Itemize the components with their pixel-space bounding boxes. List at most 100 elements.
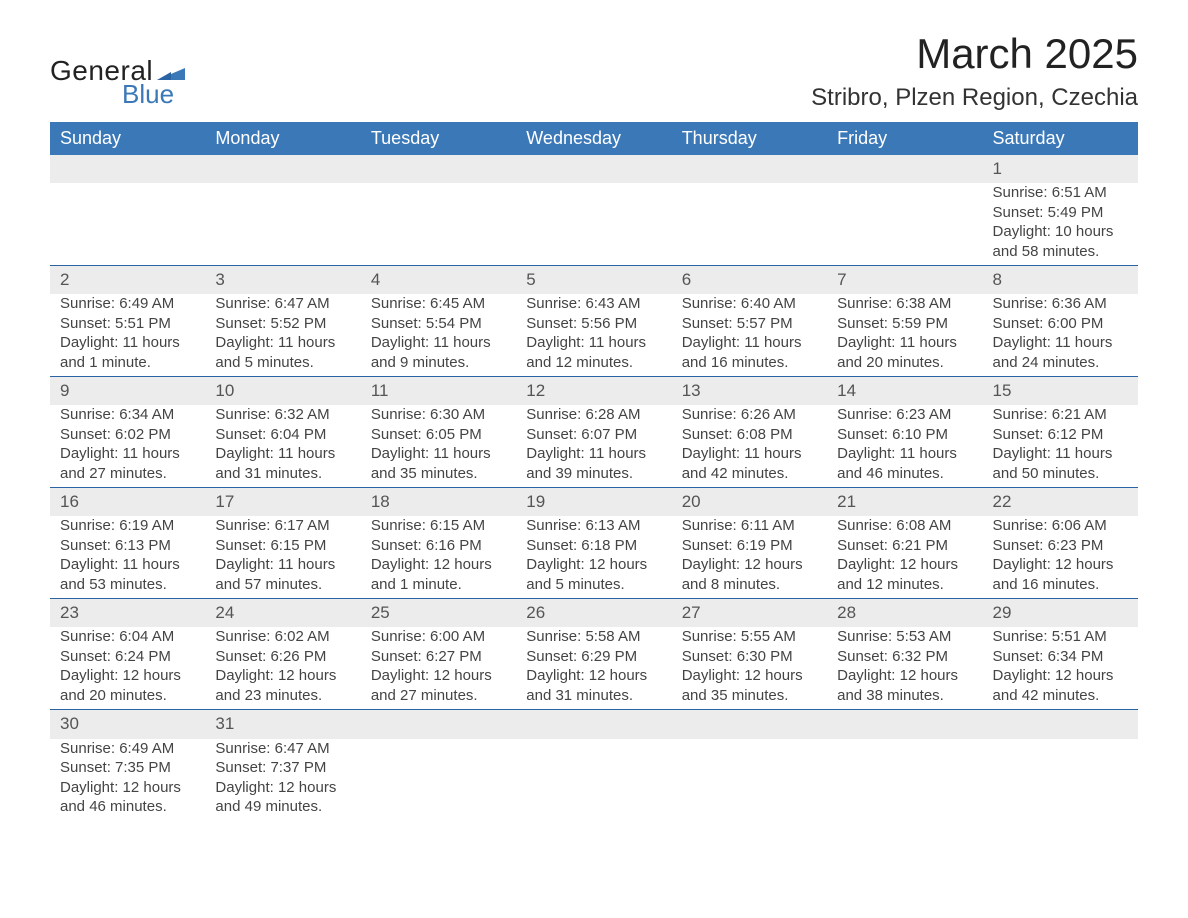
- day-detail-cell: [361, 739, 516, 821]
- weekday-header: Sunday: [50, 122, 205, 155]
- sunrise-text: Sunrise: 6:49 AM: [60, 294, 195, 314]
- day-number-cell: 2: [50, 266, 205, 295]
- day-detail-cell: Sunrise: 6:08 AMSunset: 6:21 PMDaylight:…: [827, 516, 982, 599]
- daylight-text: and 1 minute.: [60, 353, 195, 373]
- weekday-header: Monday: [205, 122, 360, 155]
- day-number-cell: [827, 155, 982, 183]
- weekday-header: Tuesday: [361, 122, 516, 155]
- daylight-text: and 31 minutes.: [526, 686, 661, 706]
- sunrise-text: Sunrise: 6:08 AM: [837, 516, 972, 536]
- day-number-cell: 18: [361, 488, 516, 517]
- day-detail-row: Sunrise: 6:04 AMSunset: 6:24 PMDaylight:…: [50, 627, 1138, 710]
- sunrise-text: Sunrise: 6:00 AM: [371, 627, 506, 647]
- sunset-text: Sunset: 5:52 PM: [215, 314, 350, 334]
- sunrise-text: Sunrise: 5:51 AM: [993, 627, 1128, 647]
- day-detail-cell: [672, 739, 827, 821]
- day-detail-cell: Sunrise: 6:32 AMSunset: 6:04 PMDaylight:…: [205, 405, 360, 488]
- day-detail-cell: Sunrise: 6:38 AMSunset: 5:59 PMDaylight:…: [827, 294, 982, 377]
- day-number-cell: 10: [205, 377, 360, 406]
- daylight-text: Daylight: 10 hours: [993, 222, 1128, 242]
- sunrise-text: Sunrise: 6:40 AM: [682, 294, 817, 314]
- day-detail-cell: Sunrise: 6:04 AMSunset: 6:24 PMDaylight:…: [50, 627, 205, 710]
- sunset-text: Sunset: 6:34 PM: [993, 647, 1128, 667]
- sunrise-text: Sunrise: 6:21 AM: [993, 405, 1128, 425]
- day-detail-cell: Sunrise: 6:00 AMSunset: 6:27 PMDaylight:…: [361, 627, 516, 710]
- sunrise-text: Sunrise: 6:34 AM: [60, 405, 195, 425]
- day-detail-row: Sunrise: 6:19 AMSunset: 6:13 PMDaylight:…: [50, 516, 1138, 599]
- daylight-text: and 49 minutes.: [215, 797, 350, 817]
- daylight-text: Daylight: 12 hours: [526, 666, 661, 686]
- day-number-cell: [361, 155, 516, 183]
- daylight-text: Daylight: 11 hours: [526, 333, 661, 353]
- weekday-header: Thursday: [672, 122, 827, 155]
- day-number-cell: 9: [50, 377, 205, 406]
- day-detail-row: Sunrise: 6:49 AMSunset: 5:51 PMDaylight:…: [50, 294, 1138, 377]
- day-number-cell: 26: [516, 599, 671, 628]
- daylight-text: and 24 minutes.: [993, 353, 1128, 373]
- day-detail-cell: [672, 183, 827, 266]
- daylight-text: and 27 minutes.: [60, 464, 195, 484]
- sunrise-text: Sunrise: 5:53 AM: [837, 627, 972, 647]
- sunset-text: Sunset: 6:02 PM: [60, 425, 195, 445]
- sunset-text: Sunset: 6:18 PM: [526, 536, 661, 556]
- day-detail-cell: Sunrise: 5:53 AMSunset: 6:32 PMDaylight:…: [827, 627, 982, 710]
- day-number-row: 1: [50, 155, 1138, 183]
- day-number-row: 16171819202122: [50, 488, 1138, 517]
- sunrise-text: Sunrise: 6:45 AM: [371, 294, 506, 314]
- daylight-text: and 46 minutes.: [837, 464, 972, 484]
- sunrise-text: Sunrise: 6:32 AM: [215, 405, 350, 425]
- day-detail-cell: Sunrise: 6:43 AMSunset: 5:56 PMDaylight:…: [516, 294, 671, 377]
- day-number-cell: 25: [361, 599, 516, 628]
- daylight-text: and 39 minutes.: [526, 464, 661, 484]
- daylight-text: Daylight: 11 hours: [60, 333, 195, 353]
- day-number-cell: [205, 155, 360, 183]
- sunset-text: Sunset: 6:08 PM: [682, 425, 817, 445]
- weekday-header: Friday: [827, 122, 982, 155]
- day-detail-cell: Sunrise: 6:11 AMSunset: 6:19 PMDaylight:…: [672, 516, 827, 599]
- sunset-text: Sunset: 6:10 PM: [837, 425, 972, 445]
- day-detail-cell: Sunrise: 5:55 AMSunset: 6:30 PMDaylight:…: [672, 627, 827, 710]
- day-number-cell: 15: [983, 377, 1138, 406]
- daylight-text: and 5 minutes.: [526, 575, 661, 595]
- flag-icon: [157, 62, 185, 80]
- daylight-text: Daylight: 11 hours: [60, 444, 195, 464]
- sunset-text: Sunset: 6:27 PM: [371, 647, 506, 667]
- header: General Blue March 2025 Stribro, Plzen R…: [50, 30, 1138, 112]
- day-number-row: 9101112131415: [50, 377, 1138, 406]
- day-number-cell: 6: [672, 266, 827, 295]
- day-detail-cell: Sunrise: 6:15 AMSunset: 6:16 PMDaylight:…: [361, 516, 516, 599]
- daylight-text: and 42 minutes.: [682, 464, 817, 484]
- day-detail-cell: [516, 183, 671, 266]
- day-detail-cell: Sunrise: 6:13 AMSunset: 6:18 PMDaylight:…: [516, 516, 671, 599]
- daylight-text: Daylight: 11 hours: [993, 444, 1128, 464]
- sunset-text: Sunset: 6:04 PM: [215, 425, 350, 445]
- day-number-cell: 13: [672, 377, 827, 406]
- sunrise-text: Sunrise: 6:47 AM: [215, 294, 350, 314]
- daylight-text: and 35 minutes.: [682, 686, 817, 706]
- day-detail-cell: Sunrise: 5:51 AMSunset: 6:34 PMDaylight:…: [983, 627, 1138, 710]
- sunrise-text: Sunrise: 6:04 AM: [60, 627, 195, 647]
- daylight-text: Daylight: 11 hours: [371, 444, 506, 464]
- day-detail-cell: [361, 183, 516, 266]
- day-number-cell: [983, 710, 1138, 739]
- daylight-text: and 16 minutes.: [993, 575, 1128, 595]
- day-number-cell: 24: [205, 599, 360, 628]
- day-detail-cell: [827, 739, 982, 821]
- day-detail-cell: Sunrise: 6:06 AMSunset: 6:23 PMDaylight:…: [983, 516, 1138, 599]
- sunrise-text: Sunrise: 6:11 AM: [682, 516, 817, 536]
- daylight-text: Daylight: 11 hours: [526, 444, 661, 464]
- sunset-text: Sunset: 6:16 PM: [371, 536, 506, 556]
- day-number-cell: 21: [827, 488, 982, 517]
- daylight-text: and 20 minutes.: [60, 686, 195, 706]
- page-title: March 2025: [811, 30, 1138, 78]
- sunrise-text: Sunrise: 6:15 AM: [371, 516, 506, 536]
- day-number-cell: 7: [827, 266, 982, 295]
- day-number-cell: 19: [516, 488, 671, 517]
- sunrise-text: Sunrise: 6:36 AM: [993, 294, 1128, 314]
- day-number-cell: 8: [983, 266, 1138, 295]
- calendar-table: Sunday Monday Tuesday Wednesday Thursday…: [50, 122, 1138, 821]
- day-number-cell: 4: [361, 266, 516, 295]
- day-number-cell: 12: [516, 377, 671, 406]
- day-detail-cell: Sunrise: 6:49 AMSunset: 7:35 PMDaylight:…: [50, 739, 205, 821]
- daylight-text: Daylight: 12 hours: [371, 555, 506, 575]
